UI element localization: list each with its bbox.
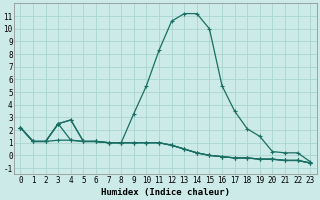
X-axis label: Humidex (Indice chaleur): Humidex (Indice chaleur): [101, 188, 230, 197]
